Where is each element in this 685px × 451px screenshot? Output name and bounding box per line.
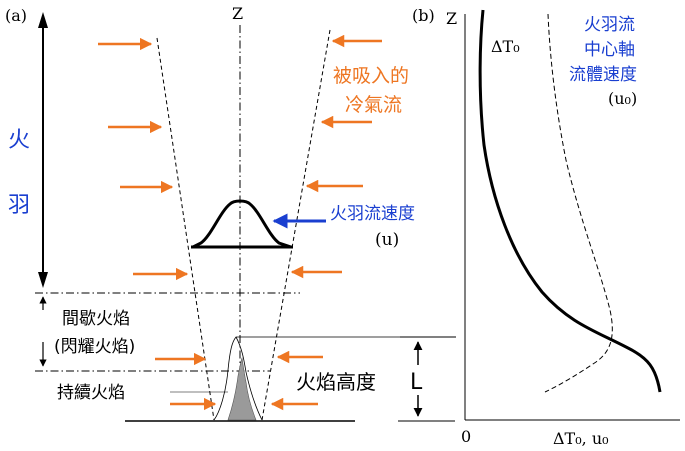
centerline-velocity-label-line2: 中心軸 [584,40,635,60]
intermittent-flame-label-line2: (閃耀火焰) [54,337,135,357]
plume-velocity-label: 火羽流速度 [330,204,415,224]
centerline-velocity-symbol: (u₀) [608,89,637,108]
panel-a: (a) Z 火 羽 被吸入的 冷氣流 [5,4,456,422]
plume-label-2: 羽 [8,193,30,218]
flame-height-label: 火焰高度 [296,370,376,394]
panel-b-x-axis-label: ΔT₀, u₀ [553,429,609,448]
centerline-velocity-label-line3: 流體速度 [569,65,637,85]
panel-b-z-axis-label: Z [446,9,457,28]
velocity-curve [544,13,613,393]
continuous-flame-label: 持續火焰 [57,383,125,403]
continuous-flame-shape [227,357,257,421]
panel-a-z-axis-label: Z [232,4,243,23]
plume-extent-arrowhead-bottom [38,272,48,288]
intermittent-flame-label-line1: 間歇火焰 [62,309,130,329]
panel-b-label: (b) [412,6,435,25]
entrained-air-label-line2: 冷氣流 [345,94,402,116]
panel-b-origin-label: 0 [461,427,471,446]
velocity-profile-curve [192,199,292,249]
flame-height-symbol: L [410,370,423,395]
temperature-curve [478,9,662,393]
panel-a-label: (a) [5,6,27,25]
flame-outline [213,336,456,421]
temperature-curve-label: ΔT₀ [491,37,520,56]
plume-boundary-left [156,37,215,421]
panel-b: (b) Z 0 ΔT₀, u₀ ΔT₀ 火羽流 中心軸 流體速度 (u₀) [412,6,680,448]
plume-boundary-right [261,29,331,421]
plume-label-1: 火 [8,128,30,153]
plume-extent-arrowhead-top [38,12,48,28]
plume-velocity-symbol: (u) [375,230,399,250]
centerline-velocity-label-line1: 火羽流 [584,15,635,35]
entrained-air-label-line1: 被吸入的 [333,65,409,87]
